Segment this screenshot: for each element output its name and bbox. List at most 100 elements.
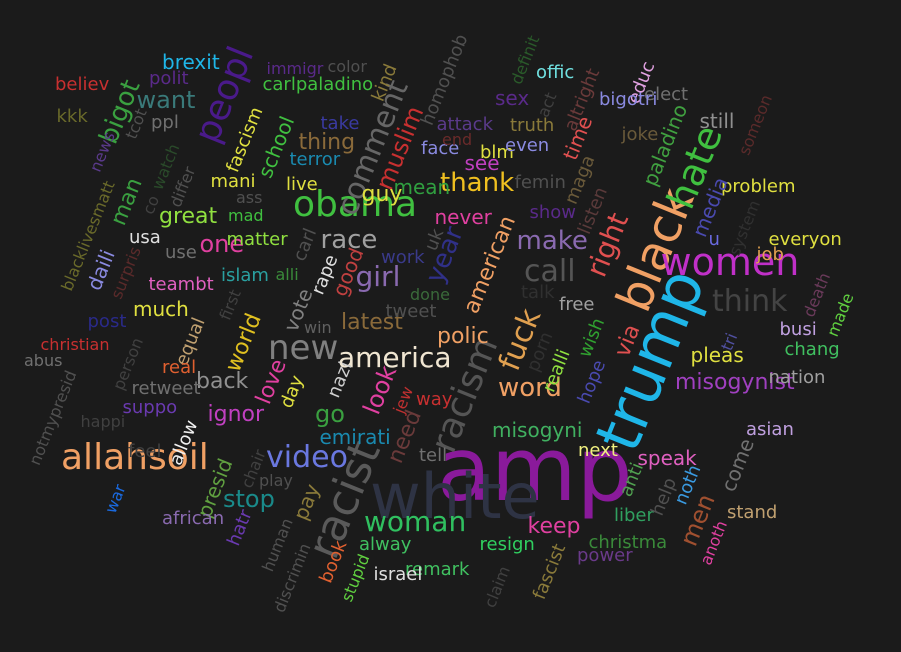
word-talk: talk [521,282,555,303]
word-pleas: pleas [690,343,744,367]
word-ass: ass [236,188,263,207]
word-claim: claim [479,563,514,611]
word-stand: stand [727,502,778,523]
word-think: think [712,284,788,319]
word-even: even [505,135,550,156]
word-truth: truth [510,115,555,136]
word-latest: latest [341,310,403,335]
word-wish: wish [573,315,609,361]
word-race: race [320,225,378,255]
word-problem: problem [721,176,796,197]
word-joke: joke [621,124,659,145]
word-speak: speak [637,446,697,470]
word-win: win [304,318,332,337]
word-obama: obama [293,184,418,225]
word-polic: polic [437,324,489,349]
word-feel: feel [128,441,162,462]
word-face: face [421,138,460,159]
word-polit: polit [149,68,189,89]
word-thing: thing [298,130,356,155]
word-brexit: brexit [162,50,220,74]
word-bigotri: bigotri [599,89,658,110]
word-help: help [646,474,681,519]
word-ppl: ppl [151,112,179,133]
word-kkk: kkk [56,106,88,127]
word-tweet: tweet [385,301,437,322]
word-sex: sex [495,86,530,110]
word-use: use [165,242,197,263]
word-busi: busi [779,319,817,340]
word-emirati: emirati [319,425,391,449]
word-resign: resign [479,534,535,555]
word-show: show [529,202,577,223]
word-back: back [196,369,249,394]
word-done: done [410,285,450,304]
word-play: play [259,471,293,490]
word-want: want [136,86,196,114]
word-islam: islam [221,265,269,286]
word-death: death [799,269,835,320]
word-made: made [822,290,858,340]
word-video: video [266,440,348,475]
word-job: job [756,244,784,265]
word-fascist: fascist [528,540,571,603]
word-believ: believ [55,74,110,95]
word-femin: femin [514,172,566,193]
word-never: never [434,205,492,229]
word-remark: remark [405,559,470,580]
word-next: next [578,440,618,461]
word-immigr: immigr [266,59,324,78]
word-call: call [524,254,576,289]
word-way: way [416,389,453,410]
word-live: live [286,174,318,195]
word-abus: abus [24,351,63,370]
word-girl: girl [355,260,401,293]
word-retweet: retweet [131,378,201,399]
word-keep: keep [527,514,581,539]
word-come: come [715,434,759,496]
word-christian: christian [40,335,110,354]
word-carl: carl [288,225,321,265]
word-misogynist: misogynist [675,370,795,395]
word-hatr: hatr [222,506,257,549]
word-israel: israel [373,564,423,585]
word-women: women [660,240,800,284]
word-offic: offic [536,62,575,83]
word-blm: blm [480,142,514,163]
word-real: real [162,357,197,378]
word-free: free [559,294,595,315]
word-alway: alway [359,534,412,555]
word-chang: chang [784,339,840,360]
word-attack: attack [436,114,494,135]
word-word: word [498,373,562,403]
word-go: go [315,400,345,428]
word-post: post [87,311,127,332]
word-nation: nation [768,367,826,388]
word-carlpaladino: carlpaladino [262,74,374,95]
word-guy: guy [361,182,403,207]
word-mani: mani [210,171,256,192]
word-allahsoil: allahsoil [61,437,209,478]
word-great: great [159,204,218,229]
word-see: see [464,151,500,175]
word-one: one [199,230,245,258]
word-end: end [442,130,473,149]
word-mean: mean [393,175,451,199]
word-usa: usa [129,227,161,248]
word-asian: asian [746,419,794,440]
word-christma: christma [588,532,668,553]
word-teambt: teambt [148,274,214,295]
word-u: u [708,229,720,250]
word-woman: woman [364,505,467,538]
word-white: white [370,460,540,533]
word-elect: elect [644,84,689,105]
word-everyon: everyon [768,229,842,250]
word-amp: amp [437,418,633,521]
word-america: america [338,341,452,374]
word-new: new [268,328,339,368]
word-happi: happi [80,412,126,431]
word-thank: thank [440,168,515,198]
word-liber: liber [614,505,654,526]
word-take: take [320,113,360,134]
